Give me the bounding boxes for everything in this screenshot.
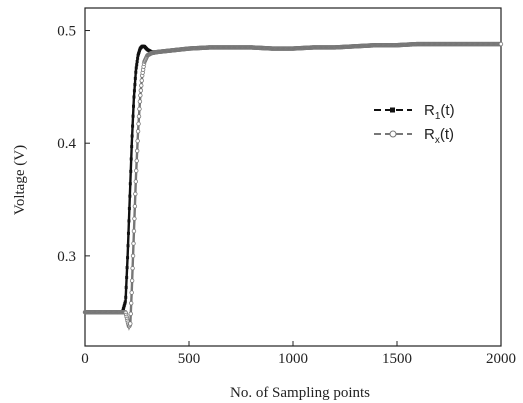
data-point xyxy=(133,76,137,80)
data-point xyxy=(135,63,139,67)
data-point xyxy=(124,285,128,289)
axes-layer: 0 500 1000 1500 2000 0.3 0.4 0.5 xyxy=(57,24,516,367)
x-tick-label: 1500 xyxy=(382,351,412,367)
data-point xyxy=(135,59,139,63)
series-R1 xyxy=(83,42,503,314)
data-point xyxy=(130,134,134,138)
legend-entry: R1(t) xyxy=(374,102,455,122)
data-point xyxy=(129,169,133,173)
data-point xyxy=(138,88,144,93)
data-point xyxy=(126,244,130,248)
data-point xyxy=(130,253,136,259)
data-point xyxy=(132,95,136,99)
data-point xyxy=(128,321,133,326)
series-layer xyxy=(82,41,504,331)
data-point xyxy=(134,66,138,70)
data-point xyxy=(132,104,136,108)
data-point xyxy=(135,138,140,144)
x-tick-label: 500 xyxy=(178,351,201,367)
data-point xyxy=(134,168,139,173)
data-point xyxy=(138,93,143,98)
data-point xyxy=(134,158,139,163)
data-point xyxy=(129,278,135,283)
y-tick-label: 0.5 xyxy=(57,24,76,40)
x-tick-label: 0 xyxy=(81,351,89,367)
legend-marker xyxy=(390,107,395,113)
series-Rx xyxy=(82,41,504,331)
data-point xyxy=(122,305,126,309)
data-point xyxy=(125,266,129,270)
data-point xyxy=(131,241,136,246)
legend-marker xyxy=(389,130,397,138)
data-point xyxy=(135,129,141,134)
data-point xyxy=(498,41,504,47)
data-point xyxy=(133,179,138,184)
data-point xyxy=(123,300,127,304)
data-point xyxy=(132,216,137,221)
legend-entry: Rx(t) xyxy=(374,126,454,146)
data-point xyxy=(131,228,137,234)
y-tick-label: 0.3 xyxy=(57,249,76,265)
data-point xyxy=(130,266,135,271)
series-line xyxy=(85,42,501,314)
data-point xyxy=(128,311,133,317)
legend-box xyxy=(368,98,488,154)
data-point xyxy=(134,148,140,154)
data-point xyxy=(131,124,135,128)
data-point xyxy=(126,256,130,260)
data-point xyxy=(129,300,134,306)
data-point xyxy=(128,194,132,198)
data-point xyxy=(132,89,136,93)
data-point xyxy=(133,83,137,87)
data-point xyxy=(121,307,125,311)
data-point xyxy=(136,121,141,127)
data-point xyxy=(137,106,142,112)
x-tick-label: 2000 xyxy=(486,351,516,367)
legend: R1(t) Rx(t) xyxy=(368,98,488,154)
data-point xyxy=(129,157,133,161)
data-point xyxy=(126,231,130,235)
data-point xyxy=(128,182,132,186)
data-point xyxy=(134,70,138,74)
data-point xyxy=(122,303,126,307)
data-point xyxy=(130,145,134,149)
data-point xyxy=(139,83,144,88)
data-point xyxy=(127,207,131,211)
data-point xyxy=(129,290,134,295)
data-point xyxy=(124,295,128,299)
series-line xyxy=(85,42,501,331)
y-axis-title: Voltage (V) xyxy=(12,145,28,215)
data-point xyxy=(136,56,140,60)
y-tick-label: 0.4 xyxy=(57,136,76,152)
data-point xyxy=(137,99,143,104)
data-point xyxy=(133,191,138,197)
data-point xyxy=(132,204,138,209)
data-point xyxy=(125,275,129,279)
x-tick-label: 1000 xyxy=(278,351,308,367)
legend-label: Rx(t) xyxy=(424,126,454,146)
data-point xyxy=(123,302,127,306)
x-axis-title: No. of Sampling points xyxy=(230,385,370,401)
legend-label: R1(t) xyxy=(424,102,455,122)
data-point xyxy=(131,114,135,118)
data-point xyxy=(139,78,144,83)
data-point xyxy=(136,114,142,119)
data-point xyxy=(127,219,131,223)
